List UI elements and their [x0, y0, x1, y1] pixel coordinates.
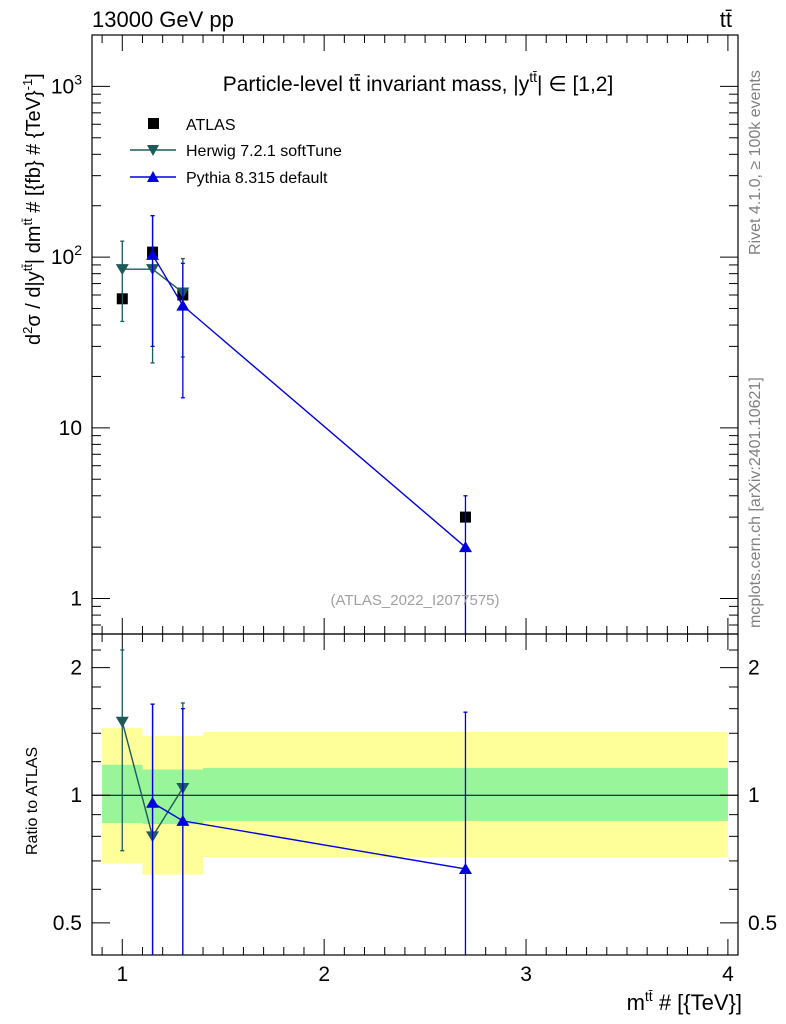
main-point-pythia — [146, 248, 160, 260]
main-y-axis-label: d2σ / d|ytt̄| dmtt̄ # [{fb} # {TeV}-1] — [20, 73, 45, 345]
legend: ATLAS Herwig 7.2.1 softTune Pythia 8.315… — [130, 117, 342, 187]
ratio-plot-frame — [91, 633, 739, 956]
ratio-y-tick-label-right: 1 — [748, 784, 760, 807]
tick-exponent: 3 — [74, 71, 82, 87]
tick-base: 10 — [51, 246, 74, 269]
main-line-pythia — [151, 254, 466, 548]
tick-base: 10 — [51, 75, 74, 98]
header-energy-label: 13000 GeV pp — [92, 7, 234, 32]
main-point-pythia — [458, 541, 472, 553]
ratio-point-pythia — [176, 814, 190, 826]
mcplots-label: mcplots.cern.ch [arXiv:2401.10621] — [747, 377, 764, 628]
ratio-band-inner-1 — [142, 769, 204, 825]
legend-marker-atlas — [148, 118, 159, 129]
legend-marker-herwig — [147, 145, 159, 156]
legend-label-herwig: Herwig 7.2.1 softTune — [186, 143, 342, 160]
x-tick-label: 3 — [520, 963, 532, 986]
main-y-tick-label: 10 — [59, 417, 82, 440]
x-tick-label: 2 — [318, 963, 330, 986]
legend-marker-pythia — [147, 171, 159, 182]
legend-label-pythia: Pythia 8.315 default — [186, 170, 328, 187]
main-plot-title: Particle-level tt̄ invariant mass, |ytt̄… — [223, 69, 614, 96]
ratio-y-tick-label: 1 — [70, 784, 82, 807]
ratio-point-pythia — [146, 796, 160, 808]
main-point-pythia — [176, 299, 190, 311]
ratio-y-axis-label: Ratio to ATLAS — [24, 747, 41, 855]
main-y-tick-label: 103 — [51, 71, 82, 98]
title-superscript: tt̄ — [529, 69, 537, 85]
tick-exponent: 2 — [74, 242, 82, 258]
ratio-plot: 1 2 3 4 0.5 0.5 1 1 2 2 — [53, 633, 777, 986]
x-axis-label: mtt̄ # [{TeV}] — [627, 988, 742, 1015]
title-part-1: Particle-level tt̄ invariant mass, |y — [223, 73, 530, 96]
ratio-point-herwig — [115, 716, 129, 728]
ratio-y-tick-label: 0.5 — [53, 912, 82, 935]
ratio-y-tick-label-right: 2 — [748, 657, 760, 680]
header-process-label: tt̄ — [720, 7, 732, 32]
main-y-tick-label: 1 — [70, 588, 82, 611]
ratio-y-tick-label-right: 0.5 — [748, 912, 777, 935]
legend-label-atlas: ATLAS — [186, 117, 236, 134]
ratio-point-pythia — [458, 862, 472, 874]
ratio-y-tick-label: 2 — [70, 657, 82, 680]
rivet-version-label: Rivet 4.1.0, ≥ 100k events — [747, 70, 764, 255]
title-part-2: | ∈ [1,2] — [537, 73, 613, 96]
analysis-watermark: (ATLAS_2022_I2077575) — [330, 592, 499, 609]
x-tick-label: 4 — [722, 963, 734, 986]
main-point-herwig — [115, 264, 129, 276]
x-tick-label: 1 — [116, 963, 128, 986]
main-y-tick-label: 102 — [51, 242, 82, 269]
